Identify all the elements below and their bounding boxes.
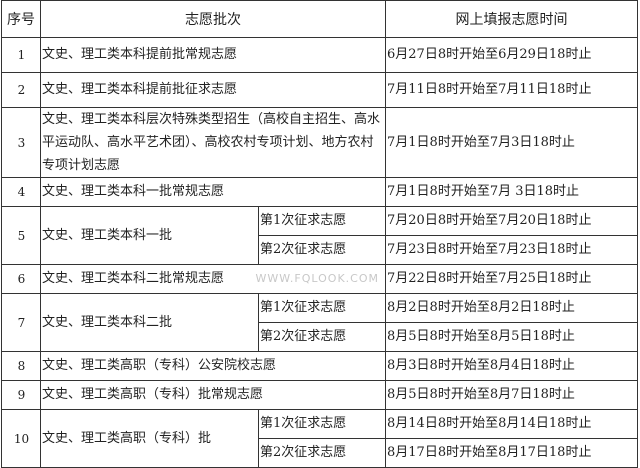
row-sub-label: 第2次征求志愿	[258, 235, 386, 265]
table-row: 第2次征求志愿 8月5日8时开始至8月5日18时止	[2, 322, 638, 352]
row-sub-label: 第2次征求志愿	[258, 322, 386, 352]
row-sub-label: 第1次征求志愿	[258, 409, 386, 439]
row-time: 8月5日8时开始至8月7日18时止	[385, 380, 638, 410]
header-seq: 序号	[1, 0, 41, 38]
row-sub-label: 第1次征求志愿	[258, 206, 386, 236]
row-seq: 5	[1, 206, 41, 265]
row-time: 7月11日8时开始至7月11日18时止	[385, 72, 638, 108]
row-time: 7月22日8时开始至7月25日18时止	[385, 264, 638, 294]
header-row: 序号 志愿批次 网上填报志愿时间	[1, 0, 638, 38]
row-time: 8月14日8时开始至8月14日18时止	[385, 409, 638, 439]
row-time: 8月5日8时开始至8月5日18时止	[385, 322, 638, 352]
table-row: 9 文史、理工类高职（专科）批常规志愿 8月5日8时开始至8月7日18时止	[1, 380, 638, 410]
table-row: 第2次征求志愿 8月17日8时开始至8月17日18时止	[2, 438, 638, 468]
header-batch: 志愿批次	[40, 0, 386, 38]
row-seq: 2	[1, 72, 41, 108]
row-time: 8月3日8时开始至8月4日18时止	[385, 351, 638, 381]
row-batch: 文史、理工类本科二批常规志愿	[42, 271, 225, 286]
row-seq: 9	[1, 380, 41, 410]
header-time: 网上填报志愿时间	[385, 0, 638, 38]
row-batch: 文史、理工类本科提前批征求志愿	[40, 72, 386, 108]
row-seq: 1	[1, 37, 41, 73]
row-seq: 8	[1, 351, 41, 381]
table-row: 10 文史、理工类高职（专科）批 第1次征求志愿 8月14日8时开始至8月14日…	[1, 409, 638, 468]
row-batch: 文史、理工类本科提前批常规志愿	[40, 37, 386, 73]
row-batch: 文史、理工类本科一批常规志愿	[40, 177, 386, 207]
row-batch: 文史、理工类高职（专科）批	[40, 409, 259, 468]
row-batch: 文史、理工类本科层次特殊类型招生（高校自主招生、高水平运动队、高水平艺术团）、高…	[40, 107, 386, 178]
row-batch: 文史、理工类本科一批	[40, 206, 259, 265]
row-sub-label: 第1次征求志愿	[258, 293, 386, 323]
row-seq: 10	[1, 409, 41, 468]
row-batch-cell: WWW.FQLOOK.COM 文史、理工类本科二批常规志愿	[40, 264, 386, 294]
row-seq: 4	[1, 177, 41, 207]
table-row: 第2次征求志愿 7月23日8时开始至7月23日18时止	[2, 235, 638, 265]
row-batch: 文史、理工类本科二批	[40, 293, 259, 352]
row-time: 7月20日8时开始至7月20日18时止	[385, 206, 638, 236]
table-row: 5 文史、理工类本科一批 第1次征求志愿 7月20日8时开始至7月20日18时止	[1, 206, 638, 265]
row-time: 7月1日8时开始至7月 3日18时止	[385, 177, 638, 207]
table-row: 3 文史、理工类本科层次特殊类型招生（高校自主招生、高水平运动队、高水平艺术团）…	[1, 107, 638, 178]
row-seq: 3	[1, 107, 41, 178]
row-time: 7月23日8时开始至7月23日18时止	[385, 235, 638, 265]
table-row: 6 WWW.FQLOOK.COM 文史、理工类本科二批常规志愿 7月22日8时开始…	[1, 264, 638, 294]
row-batch: 文史、理工类高职（专科）公安院校志愿	[40, 351, 386, 381]
row-seq: 7	[1, 293, 41, 352]
table-row: 8 文史、理工类高职（专科）公安院校志愿 8月3日8时开始至8月4日18时止	[1, 351, 638, 381]
table-row: 2 文史、理工类本科提前批征求志愿 7月11日8时开始至7月11日18时止	[1, 72, 638, 108]
row-time: 6月27日8时开始至6月29日18时止	[385, 37, 638, 73]
row-seq: 6	[1, 264, 41, 294]
row-batch: 文史、理工类高职（专科）批常规志愿	[40, 380, 386, 410]
row-time: 7月1日8时开始至7月3日18时止	[385, 107, 638, 178]
watermark: WWW.FQLOOK.COM	[255, 272, 379, 285]
table-row: 7 文史、理工类本科二批 第1次征求志愿 8月2日8时开始至8月2日18时止	[1, 293, 638, 352]
row-time: 8月17日8时开始至8月17日18时止	[385, 438, 638, 468]
table-row: 1 文史、理工类本科提前批常规志愿 6月27日8时开始至6月29日18时止	[1, 37, 638, 73]
table-row: 4 文史、理工类本科一批常规志愿 7月1日8时开始至7月 3日18时止	[1, 177, 638, 207]
row-sub-label: 第2次征求志愿	[258, 438, 386, 468]
row-time: 8月2日8时开始至8月2日18时止	[385, 293, 638, 323]
